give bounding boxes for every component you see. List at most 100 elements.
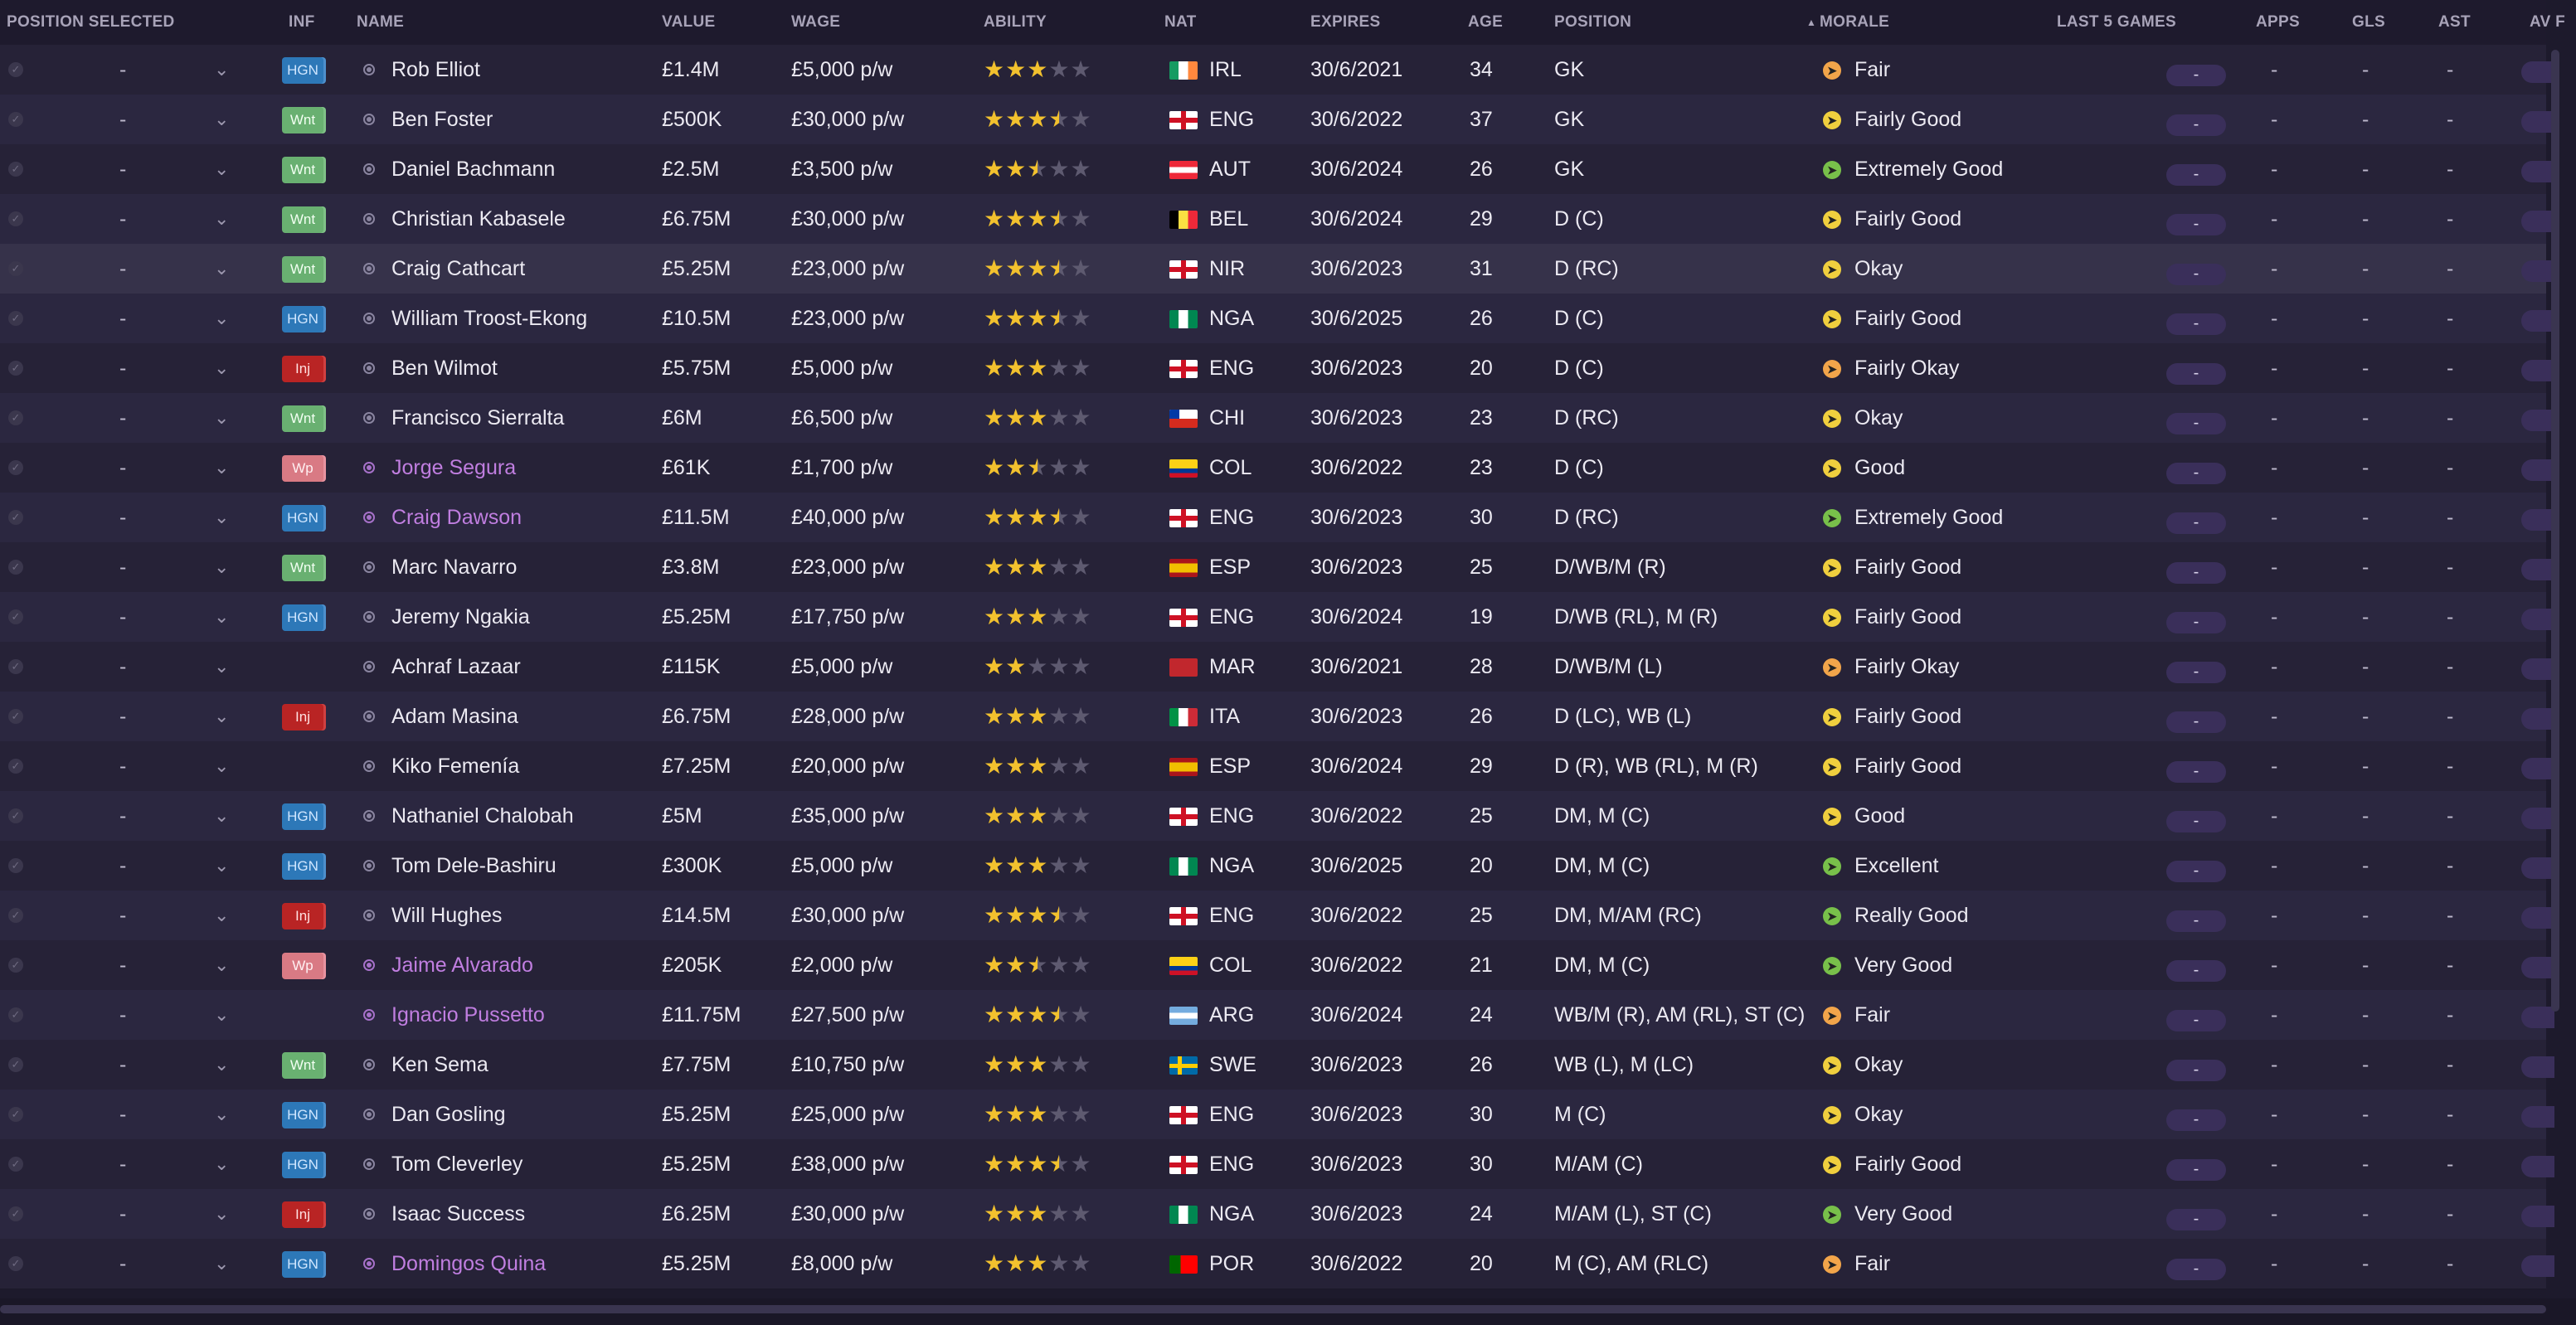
position-selected-value[interactable]: - (119, 904, 127, 927)
nat-code[interactable]: ENG (1209, 804, 1255, 828)
select-checkbox[interactable]: ✓ (8, 560, 23, 575)
select-checkbox[interactable]: ✓ (8, 112, 23, 127)
player-name-link[interactable]: Ignacio Pussetto (391, 1003, 545, 1027)
last5-pill[interactable]: - (2166, 562, 2226, 584)
status-badge[interactable]: HGN (282, 306, 323, 332)
morale-cell[interactable]: Fairly Good (1854, 1153, 1962, 1176)
select-checkbox[interactable]: ✓ (8, 659, 23, 674)
morale-cell[interactable]: Fairly Good (1854, 705, 1962, 728)
table-row[interactable]: ✓ - ⌄ HGN Rob Elliot £1.4M £5,000 p/w ★★★★★ IRL 3… (0, 45, 2554, 95)
select-checkbox[interactable]: ✓ (8, 510, 23, 525)
col-apps[interactable]: APPS (2256, 13, 2300, 31)
table-row[interactable]: ✓ - ⌄ Wnt Marc Navarro £3.8M £23,000 p/w ★★★★★ E… (0, 542, 2554, 593)
chevron-down-icon[interactable]: ⌄ (214, 109, 230, 129)
chevron-down-icon[interactable]: ⌄ (214, 59, 230, 80)
col-gls[interactable]: GLS (2352, 13, 2385, 31)
last5-pill[interactable]: - (2166, 811, 2226, 832)
status-badge[interactable]: Wnt (282, 1052, 323, 1079)
chevron-down-icon[interactable]: ⌄ (214, 357, 230, 378)
player-name-link[interactable]: William Troost-Ekong (391, 307, 588, 330)
position-selected-value[interactable]: - (119, 1252, 127, 1275)
position-selected-value[interactable]: - (119, 1103, 127, 1126)
col-age[interactable]: AGE (1468, 13, 1504, 31)
status-badge[interactable]: Inj (282, 903, 323, 929)
status-badge[interactable]: Wnt (282, 405, 323, 432)
morale-cell[interactable]: Fairly Good (1854, 556, 1962, 579)
position-selected-value[interactable]: - (119, 854, 127, 877)
table-row[interactable]: ✓ - ⌄ Wnt Ken Sema £7.75M £10,750 p/w ★★★★★ SWE 3… (0, 1040, 2554, 1090)
last5-pill[interactable]: - (2166, 363, 2226, 385)
player-name-link[interactable]: Ben Wilmot (391, 357, 498, 380)
nat-code[interactable]: NGA (1209, 854, 1255, 877)
player-name-link[interactable]: Francisco Sierralta (391, 406, 565, 430)
last5-pill[interactable]: - (2166, 861, 2226, 882)
chevron-down-icon[interactable]: ⌄ (214, 457, 230, 478)
player-name-link[interactable]: Isaac Success (391, 1202, 526, 1226)
select-checkbox[interactable]: ✓ (8, 908, 23, 923)
morale-cell[interactable]: Fairly Okay (1854, 357, 1960, 380)
select-checkbox[interactable]: ✓ (8, 1057, 23, 1072)
position-selected-value[interactable]: - (119, 108, 127, 131)
nat-code[interactable]: ENG (1209, 108, 1255, 131)
chevron-down-icon[interactable]: ⌄ (214, 805, 230, 826)
table-row[interactable]: ✓ - ⌄ Inj Will Hughes £14.5M £30,000 p/w ★★★★★ E… (0, 891, 2554, 941)
morale-cell[interactable]: Good (1854, 804, 1906, 828)
last5-pill[interactable]: - (2166, 512, 2226, 534)
nat-code[interactable]: SWE (1209, 1053, 1256, 1076)
nat-code[interactable]: ENG (1209, 1153, 1255, 1176)
player-name-link[interactable]: Christian Kabasele (391, 207, 566, 231)
position-selected-value[interactable]: - (119, 655, 127, 678)
col-wage[interactable]: WAGE (791, 13, 841, 31)
table-row[interactable]: ✓ - ⌄ HGN Jeremy Ngakia £5.25M £17,750 p/w ★★★★… (0, 592, 2554, 643)
position-selected-value[interactable]: - (119, 705, 127, 728)
position-selected-value[interactable]: - (119, 158, 127, 181)
table-row[interactable]: ✓ - ⌄ HGN Tom Cleverley £5.25M £38,000 p/w ★★★★… (0, 1139, 2554, 1190)
table-row[interactable]: ✓ - ⌄ Wnt Ben Foster £500K £30,000 p/w ★★★★★ ENG… (0, 95, 2554, 145)
morale-cell[interactable]: Okay (1854, 257, 1903, 280)
last5-pill[interactable]: - (2166, 761, 2226, 783)
col-nat[interactable]: NAT (1164, 13, 1197, 31)
morale-cell[interactable]: Good (1854, 456, 1906, 479)
last5-pill[interactable]: - (2166, 114, 2226, 136)
select-checkbox[interactable]: ✓ (8, 1107, 23, 1122)
last5-pill[interactable]: - (2166, 960, 2226, 982)
last5-pill[interactable]: - (2166, 1209, 2226, 1230)
position-selected-value[interactable]: - (119, 1053, 127, 1076)
status-badge[interactable]: HGN (282, 853, 323, 880)
morale-cell[interactable]: Fair (1854, 1252, 1891, 1275)
nat-code[interactable]: COL (1209, 954, 1252, 977)
position-selected-value[interactable]: - (119, 456, 127, 479)
player-name-link[interactable]: Daniel Bachmann (391, 158, 556, 181)
table-row[interactable]: ✓ - ⌄ Wnt Craig Cathcart £5.25M £23,000 p/w ★★★… (0, 244, 2554, 294)
last5-pill[interactable]: - (2166, 1159, 2226, 1181)
position-selected-value[interactable]: - (119, 1003, 127, 1027)
col-av[interactable]: AV F (2530, 13, 2566, 31)
last5-pill[interactable]: - (2166, 1109, 2226, 1131)
last5-pill[interactable]: - (2166, 1259, 2226, 1280)
player-name-link[interactable]: Adam Masina (391, 705, 518, 728)
position-selected-value[interactable]: - (119, 954, 127, 977)
select-checkbox[interactable]: ✓ (8, 311, 23, 326)
morale-cell[interactable]: Fair (1854, 58, 1891, 81)
nat-code[interactable]: ENG (1209, 1103, 1255, 1126)
position-selected-value[interactable]: - (119, 1153, 127, 1176)
table-row[interactable]: ✓ - ⌄ Wnt Christian Kabasele £6.75M £30,000 p/… (0, 194, 2554, 245)
chevron-down-icon[interactable]: ⌄ (214, 1004, 230, 1025)
select-checkbox[interactable]: ✓ (8, 759, 23, 774)
player-name-link[interactable]: Nathaniel Chalobah (391, 804, 574, 828)
status-badge[interactable]: Inj (282, 704, 323, 730)
morale-cell[interactable]: Okay (1854, 406, 1903, 430)
player-name-link[interactable]: Jeremy Ngakia (391, 605, 530, 629)
col-expires[interactable]: EXPIRES (1310, 13, 1381, 31)
player-name-link[interactable]: Jorge Segura (391, 456, 517, 479)
morale-cell[interactable]: Very Good (1854, 1202, 1953, 1226)
status-badge[interactable]: HGN (282, 57, 323, 84)
select-checkbox[interactable]: ✓ (8, 1157, 23, 1172)
last5-pill[interactable]: - (2166, 313, 2226, 335)
last5-pill[interactable]: - (2166, 1010, 2226, 1031)
chevron-down-icon[interactable]: ⌄ (214, 755, 230, 776)
nat-code[interactable]: ESP (1209, 755, 1252, 778)
select-checkbox[interactable]: ✓ (8, 162, 23, 177)
morale-cell[interactable]: Fairly Good (1854, 307, 1962, 330)
chevron-down-icon[interactable]: ⌄ (214, 1253, 230, 1274)
